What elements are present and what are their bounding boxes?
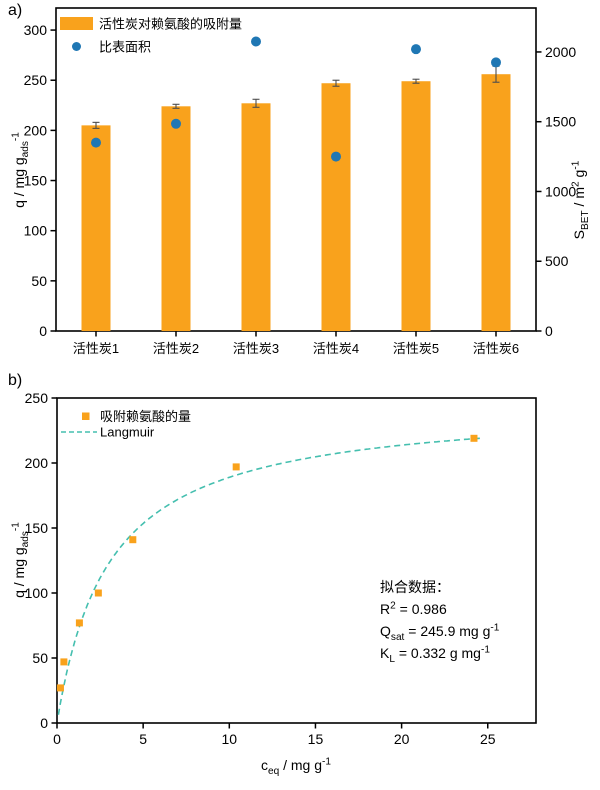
scatter-points-group [56, 434, 478, 692]
fit-annotation-line-4: KL = 0.332 g mg-1 [380, 644, 490, 665]
legend-bar-label: 活性炭对赖氨酸的吸附量 [99, 17, 242, 32]
tick-label: 50 [31, 273, 47, 289]
tick-label: 2000 [545, 44, 576, 60]
tick-label: 100 [25, 585, 49, 601]
data-point-2 [60, 658, 68, 666]
y-axis-left: 0 50 100 150 200 250 300 [24, 22, 56, 339]
tick-label: 50 [32, 650, 48, 666]
y-axis-right: 0 500 1000 1500 2000 [536, 44, 576, 339]
fit-annotation-line-2: R2 = 0.986 [380, 600, 447, 617]
category-label: 活性炭2 [153, 341, 199, 356]
tick-label: 0 [545, 323, 553, 339]
tick-label: 1500 [545, 114, 576, 130]
x-axis-title: ceq / mg g-1 [261, 756, 331, 777]
bar-2 [161, 106, 191, 331]
legend-line-label: Langmuir [100, 425, 155, 440]
tick-label: 20 [394, 731, 410, 747]
bar-5 [401, 81, 431, 331]
legend-dot-label: 比表面积 [99, 40, 151, 55]
category-label: 活性炭6 [473, 341, 519, 356]
tick-label: 150 [25, 520, 49, 536]
tick-label: 250 [24, 72, 48, 88]
sbet-dot-3 [251, 36, 261, 47]
sbet-dot-6 [491, 57, 501, 68]
tick-label: 150 [24, 173, 48, 189]
y-axis: 0 50 100 150 200 250 [25, 390, 57, 731]
tick-label: 15 [308, 731, 324, 747]
tick-label: 100 [24, 223, 48, 239]
tick-label: 5 [139, 731, 147, 747]
data-point-3 [75, 619, 83, 627]
isotherm-chart-svg: 0 5 10 15 20 25050100150200250吸附赖氨酸的量Langmuir… [10, 390, 537, 777]
x-axis: 0 5 10 15 20 25 [53, 723, 496, 747]
sbet-dot-4 [331, 151, 341, 162]
tick-label: 200 [25, 455, 49, 471]
tick-label: 25 [480, 731, 496, 747]
bars-group [81, 74, 511, 332]
legend-point-swatch [82, 412, 90, 420]
bar-1 [81, 125, 111, 331]
sbet-dot-2 [171, 118, 181, 129]
legend-point-label: 吸附赖氨酸的量 [100, 409, 191, 424]
bar-3 [241, 103, 271, 331]
data-point-5 [129, 536, 137, 544]
tick-label: 1000 [545, 183, 576, 199]
plot-frame [56, 397, 537, 724]
fit-annotation: 拟合数据： R2 = 0.986 Qsat = 245.9 mg g-1KL = 0… [380, 579, 500, 665]
tick-label: 0 [39, 323, 47, 339]
tick-label: 500 [545, 253, 569, 269]
panel-b: b) 0 5 10 15 20 25 0 50 100 150 200 250 吸附赖氨酸的量 Langm… [0, 370, 600, 790]
bar-6 [481, 74, 511, 332]
error-bars-group [92, 65, 500, 129]
langmuir-curve [57, 437, 481, 715]
bar-4 [321, 83, 351, 332]
sbet-dot-5 [411, 44, 421, 55]
legend-bar-swatch [60, 17, 93, 30]
tick-label: 0 [40, 715, 48, 731]
tick-label: 0 [53, 731, 61, 747]
fit-annotation-line-3: Qsat = 245.9 mg g-1 [380, 622, 500, 643]
sbet-dots-group [91, 36, 501, 162]
panel-a-label: a) [8, 2, 23, 19]
plot-frame [55, 7, 537, 332]
tick-label: 10 [222, 731, 238, 747]
data-point-6 [232, 463, 240, 471]
fit-annotation-line-1: 拟合数据： [380, 579, 450, 595]
tick-label: 300 [24, 22, 48, 38]
category-label: 活性炭3 [233, 341, 279, 356]
category-label: 活性炭1 [73, 341, 119, 356]
tick-label: 250 [25, 390, 49, 406]
data-point-4 [94, 589, 102, 597]
panel-a: a) 0 50 100 150 200 250 300 0 500 1000 1500 2000 活性炭… [0, 0, 600, 370]
category-label: 活性炭5 [393, 341, 439, 356]
left-axis-title: q / mg gads-1 [10, 132, 31, 208]
right-axis-title: SBET / m2 g-1 [570, 160, 591, 239]
tick-label: 200 [24, 122, 48, 138]
y-axis-title: q / mg gads-1 [10, 522, 31, 598]
category-label: 活性炭4 [313, 341, 359, 356]
data-point-7 [470, 434, 478, 442]
legend-dot-swatch [72, 42, 81, 51]
data-point-1 [56, 684, 64, 692]
sbet-dot-1 [91, 137, 101, 148]
x-axis: 活性炭1 活性炭2 活性炭3 活性炭4 活性炭5 活性炭6 [73, 331, 519, 356]
panel-b-label: b) [8, 372, 23, 389]
